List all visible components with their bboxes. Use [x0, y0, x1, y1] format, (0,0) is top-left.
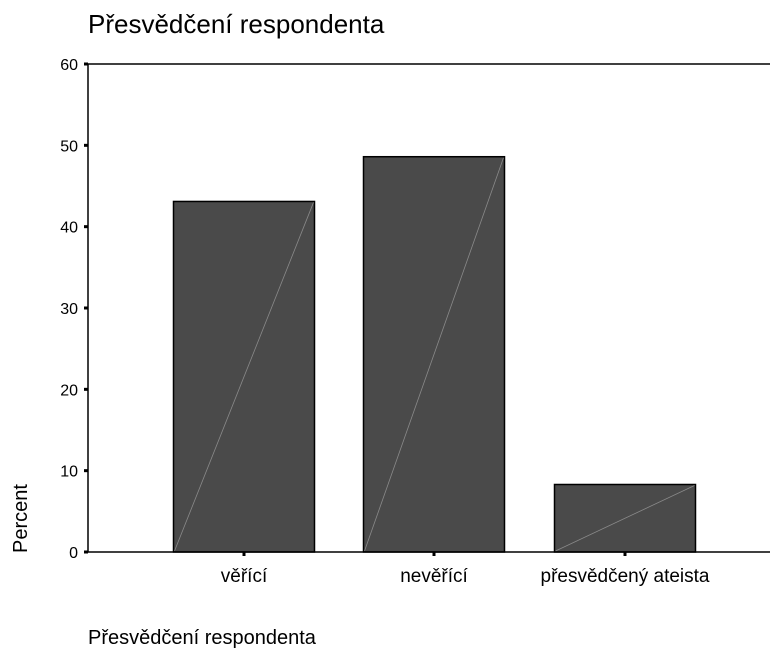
x-ticks-layer: věřící nevěřící přesvědčený ateista [221, 552, 710, 587]
bar-hatch-2 [364, 157, 504, 552]
y-tick-label-50: 50 [60, 138, 78, 155]
y-tick-label-0: 0 [69, 545, 78, 562]
bars-layer [172, 155, 697, 553]
bar-hatch-3 [555, 485, 695, 552]
y-axis-label: Percent [10, 484, 32, 553]
y-tick-label-20: 20 [60, 382, 78, 399]
chart-title: Přesvědčení respondenta [88, 9, 385, 39]
y-tick-label-60: 60 [60, 57, 78, 74]
y-tick-label-30: 30 [60, 301, 78, 318]
bar-hatch-1 [174, 202, 314, 552]
y-ticks-layer: 0 10 20 30 40 50 60 [60, 57, 88, 562]
x-tick-label-3: přesvědčený ateista [541, 566, 710, 587]
bar-group-3 [553, 483, 697, 553]
bar-group-1 [172, 200, 316, 553]
x-tick-label-1: věřící [221, 566, 268, 587]
y-tick-label-10: 10 [60, 464, 78, 481]
bar-group-2 [362, 155, 506, 553]
x-axis-label: Přesvědčení respondenta [88, 627, 317, 649]
y-tick-label-40: 40 [60, 220, 78, 237]
x-tick-label-2: nevěřící [400, 566, 468, 587]
